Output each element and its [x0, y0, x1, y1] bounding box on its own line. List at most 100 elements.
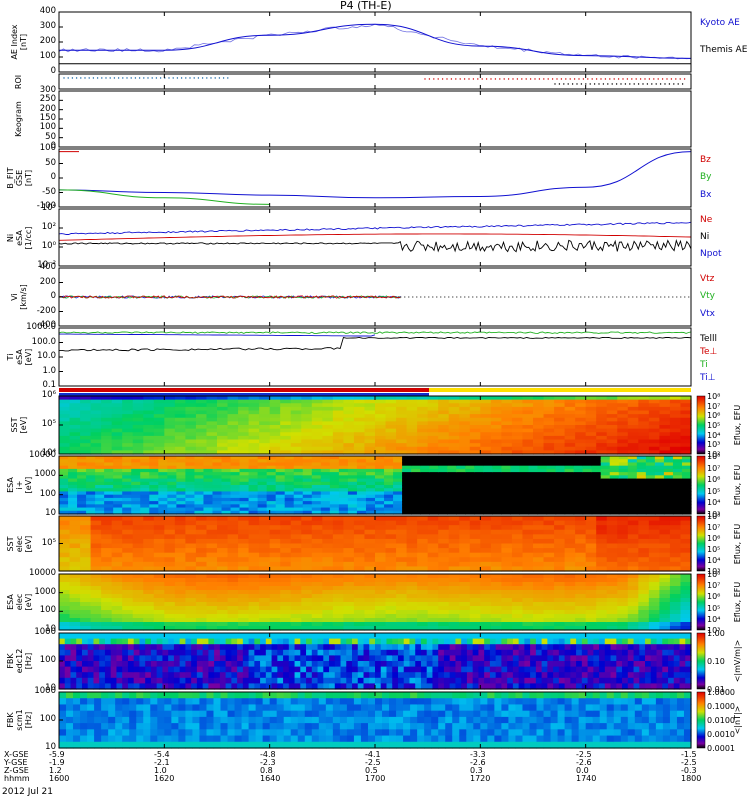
- spectrogram-cell: [127, 666, 135, 673]
- spectrogram-cell: [69, 417, 81, 422]
- spectrogram-cell: [386, 683, 393, 690]
- spectrogram-cell: [59, 396, 71, 401]
- spectrogram-cell: [501, 406, 513, 412]
- spectrogram-cell: [322, 432, 334, 437]
- spectrogram-cell: [127, 661, 135, 668]
- spectrogram-cell: [59, 710, 67, 718]
- spectrogram-cell: [465, 475, 475, 480]
- spectrogram-cell: [68, 472, 78, 476]
- spectrogram-cell: [90, 614, 102, 619]
- spectrogram-cell: [185, 661, 192, 668]
- spectrogram-cell: [512, 677, 520, 684]
- spectrogram-cell: [639, 677, 646, 684]
- spectrogram-cell: [356, 497, 367, 502]
- spectrogram-cell: [543, 610, 555, 615]
- spectrogram-cell: [196, 649, 204, 656]
- spectrogram-cell: [176, 485, 186, 489]
- spectrogram-cell: [553, 633, 560, 640]
- spectrogram-cell: [616, 644, 623, 651]
- spectrogram-cell: [420, 462, 430, 467]
- spectrogram-cell: [206, 557, 218, 563]
- spectrogram-cell: [622, 666, 629, 673]
- spectrogram-cell: [275, 475, 286, 480]
- spectrogram-cell: [306, 666, 313, 673]
- spectrogram-cell: [543, 443, 555, 448]
- spectrogram-cell: [168, 683, 175, 690]
- spectrogram-cell: [116, 666, 123, 673]
- spectrogram-cell: [300, 644, 307, 651]
- spectrogram-cell: [122, 425, 134, 430]
- spectrogram-cell: [587, 672, 594, 679]
- spectrogram-cell: [627, 478, 638, 483]
- spectrogram-cell: [406, 414, 418, 419]
- spectrogram-cell: [101, 399, 113, 404]
- spectrogram-cell: [617, 529, 629, 535]
- spectrogram-cell: [280, 574, 292, 579]
- spectrogram-cell: [212, 510, 223, 515]
- spectrogram-cell: [406, 446, 418, 451]
- spectrogram-cell: [596, 425, 608, 430]
- spectrogram-cell: [101, 741, 109, 749]
- spectrogram-cell: [599, 655, 606, 662]
- spectrogram-cell: [217, 403, 229, 408]
- spectrogram-cell: [478, 666, 485, 673]
- spectrogram-cell: [474, 481, 484, 486]
- spectrogram-cell: [329, 456, 340, 460]
- spectrogram-cell: [322, 548, 334, 554]
- spectrogram-cell: [293, 472, 304, 476]
- spectrogram-cell: [385, 548, 397, 554]
- spectrogram-cell: [616, 672, 623, 679]
- spectrogram-cell: [396, 529, 408, 535]
- spectrogram-cell: [346, 633, 353, 640]
- spectrogram-cell: [659, 622, 671, 627]
- spectrogram-cell: [185, 494, 196, 499]
- spectrogram-cell: [111, 602, 123, 607]
- spectrogram-cell: [386, 644, 393, 651]
- spectrogram-cell: [332, 552, 344, 558]
- spectrogram-cell: [260, 683, 267, 690]
- spectrogram-cell: [104, 649, 112, 656]
- spectrogram-cell: [139, 655, 146, 662]
- spectrogram-cell: [427, 410, 439, 415]
- spectrogram-cell: [648, 543, 660, 549]
- spectrogram-cell: [511, 435, 524, 441]
- spectrogram-cell: [507, 644, 514, 651]
- spectrogram-cell: [669, 548, 682, 554]
- spectrogram-cell: [375, 494, 385, 499]
- spectrogram-cell: [275, 459, 286, 464]
- spectrogram-cell: [104, 633, 112, 640]
- spectrogram-cell: [546, 465, 557, 470]
- spectrogram-cell: [332, 602, 344, 607]
- spectrogram-cell: [225, 677, 232, 684]
- spectrogram-cell: [617, 432, 629, 437]
- spectrogram-cell: [438, 432, 450, 437]
- spectrogram-cell: [77, 478, 87, 483]
- spectrogram-cell: [606, 590, 618, 595]
- spectrogram-cell: [259, 520, 271, 526]
- spectrogram-cell: [420, 649, 428, 656]
- spectrogram-cell: [681, 488, 692, 493]
- spectrogram-cell: [426, 666, 434, 673]
- spectrogram-cell: [617, 425, 629, 430]
- spectrogram-cell: [438, 494, 448, 499]
- spectrogram-cell: [591, 501, 602, 505]
- spectrogram-cell: [290, 622, 302, 627]
- spectrogram-cell: [301, 403, 313, 408]
- spectrogram-cell: [627, 417, 639, 422]
- spectrogram-cell: [191, 683, 198, 690]
- spectrogram-cell: [168, 666, 175, 673]
- spectrogram-cell: [522, 566, 534, 572]
- spectrogram-cell: [69, 520, 81, 526]
- spectrogram-cell: [501, 677, 508, 684]
- spectrogram-cell: [70, 644, 77, 651]
- spectrogram-cell: [208, 644, 215, 651]
- spectrogram-cell: [483, 488, 493, 493]
- spectrogram-cell: [638, 414, 650, 419]
- spectrogram-cell: [280, 618, 292, 623]
- spectrogram-cell: [254, 644, 261, 651]
- spectrogram-cell: [227, 414, 239, 419]
- spectrogram-cell: [265, 672, 273, 679]
- spectrogram-cell: [73, 716, 81, 724]
- spectrogram-cell: [343, 574, 355, 579]
- spectrogram-cell: [599, 649, 606, 656]
